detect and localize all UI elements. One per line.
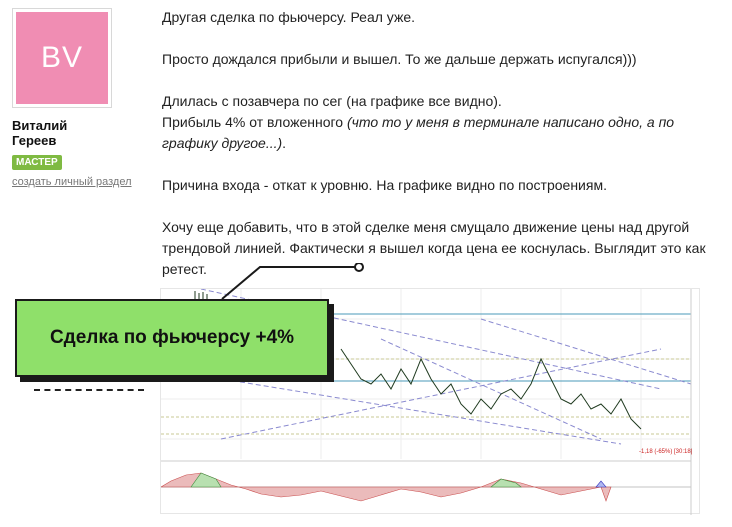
create-section-link[interactable]: создать личный раздел (12, 176, 132, 188)
author-name[interactable]: Виталий Гереев (12, 118, 122, 148)
chart-drawdown-label: -1,18 (-65%) [30:18] (639, 449, 693, 455)
post-paragraph: Хочу еще добавить, что в этой сделке мен… (162, 219, 706, 277)
status-badge: МАСТЕР (12, 155, 62, 170)
avatar[interactable]: BV (12, 8, 112, 108)
post-paragraph: Другая сделка по фьючерсу. Реал уже. (162, 9, 415, 25)
callout-text: Сделка по фьючерсу +4% (49, 327, 295, 348)
post-italic-text: (что то у меня в терминале написано одно… (162, 114, 675, 151)
post-paragraph: Длилась с позавчера по сег (на графике в… (162, 93, 502, 109)
post-paragraph: Причина входа - откат к уровню. На графи… (162, 177, 607, 193)
callout-pointer-line (221, 263, 364, 300)
pointer-end-circle-icon (354, 263, 364, 272)
post-paragraph-profit: Прибыль 4% от вложенного (что то у меня … (162, 112, 722, 154)
author-first-name[interactable]: Виталий (12, 118, 68, 133)
post-body: Другая сделка по фьючерсу. Реал уже. Про… (162, 7, 722, 301)
dashed-underline (34, 389, 144, 391)
author-last-name[interactable]: Гереев (12, 133, 57, 148)
callout-banner: Сделка по фьючерсу +4% (15, 299, 329, 377)
avatar-initials: BV (16, 12, 108, 104)
post-text: Прибыль 4% от вложенного (162, 114, 347, 130)
post-paragraph: Просто дождался прибыли и вышел. То же д… (162, 51, 637, 67)
post-text: . (282, 135, 287, 151)
